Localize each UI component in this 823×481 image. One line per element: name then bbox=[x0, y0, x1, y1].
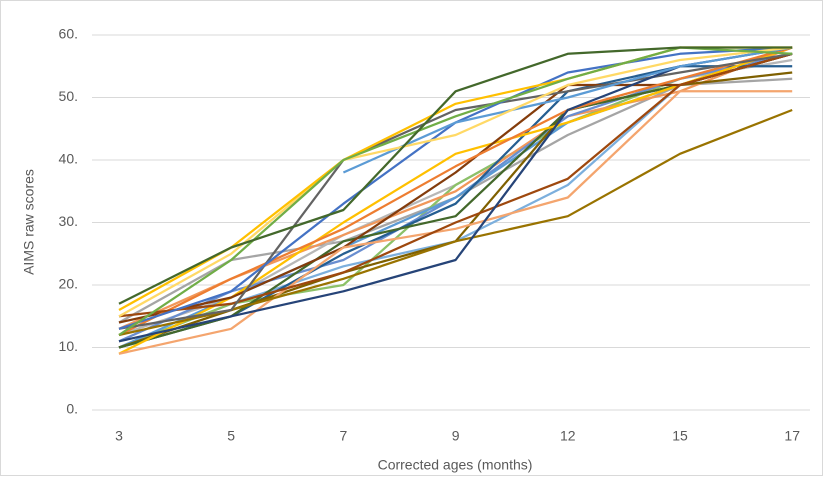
x-tick-label: 12 bbox=[560, 428, 576, 444]
x-axis-title: Corrected ages (months) bbox=[378, 457, 533, 473]
series-line bbox=[118, 46, 793, 318]
x-tick-label: 9 bbox=[452, 428, 460, 444]
y-tick-label: 10. bbox=[59, 338, 78, 354]
y-tick-label: 20. bbox=[59, 276, 78, 292]
y-tick-label: 30. bbox=[59, 213, 78, 229]
y-tick-label: 60. bbox=[59, 26, 78, 42]
y-tick-label: 40. bbox=[59, 151, 78, 167]
series-line bbox=[342, 46, 793, 174]
series-line bbox=[118, 46, 793, 337]
series-line bbox=[118, 90, 793, 355]
x-tick-label: 5 bbox=[227, 428, 235, 444]
series-line bbox=[118, 46, 793, 305]
x-tick-label: 17 bbox=[784, 428, 800, 444]
x-tick-label: 7 bbox=[340, 428, 348, 444]
series-line bbox=[118, 52, 793, 330]
x-tick-label: 3 bbox=[115, 428, 123, 444]
series-line bbox=[118, 52, 793, 318]
y-axis-title: AIMS raw scores bbox=[21, 169, 37, 275]
x-tick-label: 15 bbox=[672, 428, 688, 444]
y-tick-label: 50. bbox=[59, 88, 78, 104]
y-tick-label: 0. bbox=[66, 401, 78, 417]
